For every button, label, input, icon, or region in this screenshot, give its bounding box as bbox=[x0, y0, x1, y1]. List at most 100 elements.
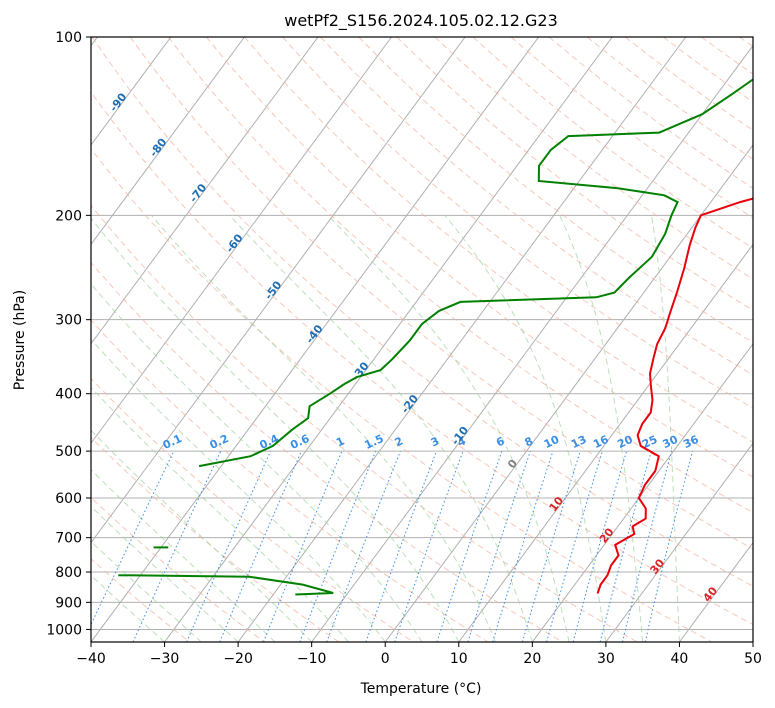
isotherm-line bbox=[384, 144, 753, 642]
isotherm-label: -90 bbox=[107, 90, 130, 114]
y-axis-label: Pressure (hPa) bbox=[12, 290, 28, 390]
x-tick-label: 40 bbox=[671, 651, 689, 667]
mixing-ratio-label: 10 bbox=[542, 433, 562, 451]
x-axis-label: Temperature (°C) bbox=[360, 681, 482, 697]
mixing-ratio-label: 0.6 bbox=[288, 432, 311, 452]
chart-title: wetPf2_S156.2024.105.02.12.G23 bbox=[284, 11, 558, 31]
isotherm-line bbox=[91, 37, 245, 246]
isotherm-line bbox=[311, 44, 753, 642]
dry-adiabat-line bbox=[91, 204, 638, 642]
isotherm-line bbox=[237, 37, 687, 642]
y-tick-label: 700 bbox=[55, 531, 82, 547]
sounding-profiles bbox=[118, 78, 753, 596]
mixing-ratio-label: 30 bbox=[661, 433, 681, 451]
dry-adiabat-line bbox=[206, 37, 753, 478]
mixing-ratio-label: 1 bbox=[334, 434, 346, 449]
dry-adiabat-line bbox=[91, 436, 340, 642]
moist-adiabat-line bbox=[151, 214, 497, 642]
x-tick-label: 20 bbox=[523, 651, 541, 667]
background-lines bbox=[91, 37, 753, 642]
y-tick-label: 800 bbox=[55, 565, 82, 581]
mixing-ratio-line bbox=[394, 450, 464, 642]
y-tick-label: 1000 bbox=[46, 622, 82, 638]
moist-adiabat-line bbox=[91, 429, 313, 642]
dry-adiabat-line bbox=[472, 37, 753, 249]
mixing-ratio-line bbox=[644, 450, 693, 642]
dry-adiabat-line bbox=[434, 37, 753, 280]
isotherm-line bbox=[164, 37, 613, 642]
plot-frame bbox=[90, 36, 754, 643]
mixing-ratio-label: 16 bbox=[591, 433, 611, 451]
mixing-ratio-label: 3 bbox=[429, 434, 441, 449]
dry-adiabat-line bbox=[358, 37, 753, 343]
moist-adiabat-line bbox=[327, 214, 570, 642]
mixing-ratio-line bbox=[219, 450, 302, 642]
moist-adiabat-line bbox=[91, 217, 460, 642]
dewpoint-profile-line bbox=[118, 574, 334, 596]
moist-adiabat-line bbox=[91, 574, 165, 642]
isotherm-line bbox=[91, 37, 392, 445]
mixing-ratio-label: 0.2 bbox=[208, 432, 231, 452]
mixing-ratio-line bbox=[546, 450, 603, 642]
y-tick-label: 300 bbox=[55, 313, 82, 329]
mixing-ratio-line bbox=[467, 450, 531, 642]
mixing-ratio-line bbox=[91, 450, 175, 626]
isotherm-line bbox=[531, 342, 753, 642]
dry-adiabat-line bbox=[91, 147, 713, 642]
mixing-ratio-label: 2 bbox=[393, 434, 405, 449]
mixing-ratio-label: 6 bbox=[494, 434, 507, 449]
mixing-ratio-line bbox=[622, 450, 673, 642]
isotherm-label: 20 bbox=[597, 525, 617, 545]
dry-adiabat-line bbox=[396, 37, 753, 311]
dry-adiabat-line bbox=[662, 37, 753, 103]
x-tick-label: 0 bbox=[381, 651, 390, 667]
dry-adiabat-line bbox=[91, 261, 563, 642]
mixing-ratio-line bbox=[492, 450, 554, 642]
mixing-ratio-line bbox=[365, 450, 437, 642]
y-axis: 100 200 300 400 500 600 700 800 900 1000 bbox=[46, 30, 91, 638]
isotherm-line bbox=[91, 37, 319, 345]
isotherm-line bbox=[91, 37, 540, 642]
x-tick-label: 50 bbox=[744, 651, 762, 667]
x-tick-label: −40 bbox=[76, 651, 106, 667]
dry-adiabat-line bbox=[91, 91, 753, 626]
mixing-ratio-label: 0.1 bbox=[161, 432, 184, 452]
isotherm-line bbox=[605, 442, 753, 642]
isotherm-line bbox=[458, 243, 753, 642]
mixing-ratio-line bbox=[186, 450, 272, 642]
mixing-ratio-line bbox=[299, 450, 377, 642]
isotherm-line bbox=[679, 541, 753, 642]
dry-adiabat-line bbox=[510, 37, 753, 219]
dry-adiabat-line bbox=[739, 37, 753, 48]
x-axis: −40 −30 −20 −10 0 10 20 30 40 50 bbox=[76, 642, 762, 667]
mixing-ratio-label: 25 bbox=[640, 433, 659, 451]
isotherm-label: 10 bbox=[547, 494, 567, 514]
moist-adiabat-line bbox=[91, 283, 423, 642]
dry-adiabat-line bbox=[91, 558, 191, 642]
x-tick-label: 30 bbox=[597, 651, 615, 667]
mixing-ratio-line bbox=[132, 450, 222, 642]
temperature-profile-line bbox=[596, 197, 753, 594]
y-tick-label: 400 bbox=[55, 387, 82, 403]
moist-adiabat-line bbox=[91, 540, 202, 642]
isotherm-label: -70 bbox=[187, 181, 210, 205]
moist-adiabat-line bbox=[651, 215, 680, 642]
mixing-ratio-line bbox=[572, 450, 628, 642]
mixing-ratio-label: 20 bbox=[615, 433, 635, 451]
y-tick-label: 500 bbox=[55, 444, 82, 460]
dry-adiabat-line bbox=[91, 496, 265, 642]
x-tick-label: −30 bbox=[150, 651, 180, 667]
dry-adiabat-line bbox=[91, 319, 489, 642]
y-tick-label: 200 bbox=[55, 208, 82, 224]
moist-adiabat-line bbox=[91, 338, 386, 642]
mixing-ratio-line bbox=[326, 450, 401, 642]
moist-adiabat-line bbox=[91, 468, 276, 642]
moist-adiabat-line bbox=[91, 386, 349, 642]
isotherm-line bbox=[91, 37, 466, 544]
isotherm-line bbox=[91, 37, 172, 146]
mixing-ratio-line bbox=[436, 450, 503, 642]
mixing-ratio-line bbox=[263, 450, 343, 642]
dry-adiabat-line bbox=[129, 37, 753, 550]
isotherm-label: 40 bbox=[701, 584, 721, 604]
